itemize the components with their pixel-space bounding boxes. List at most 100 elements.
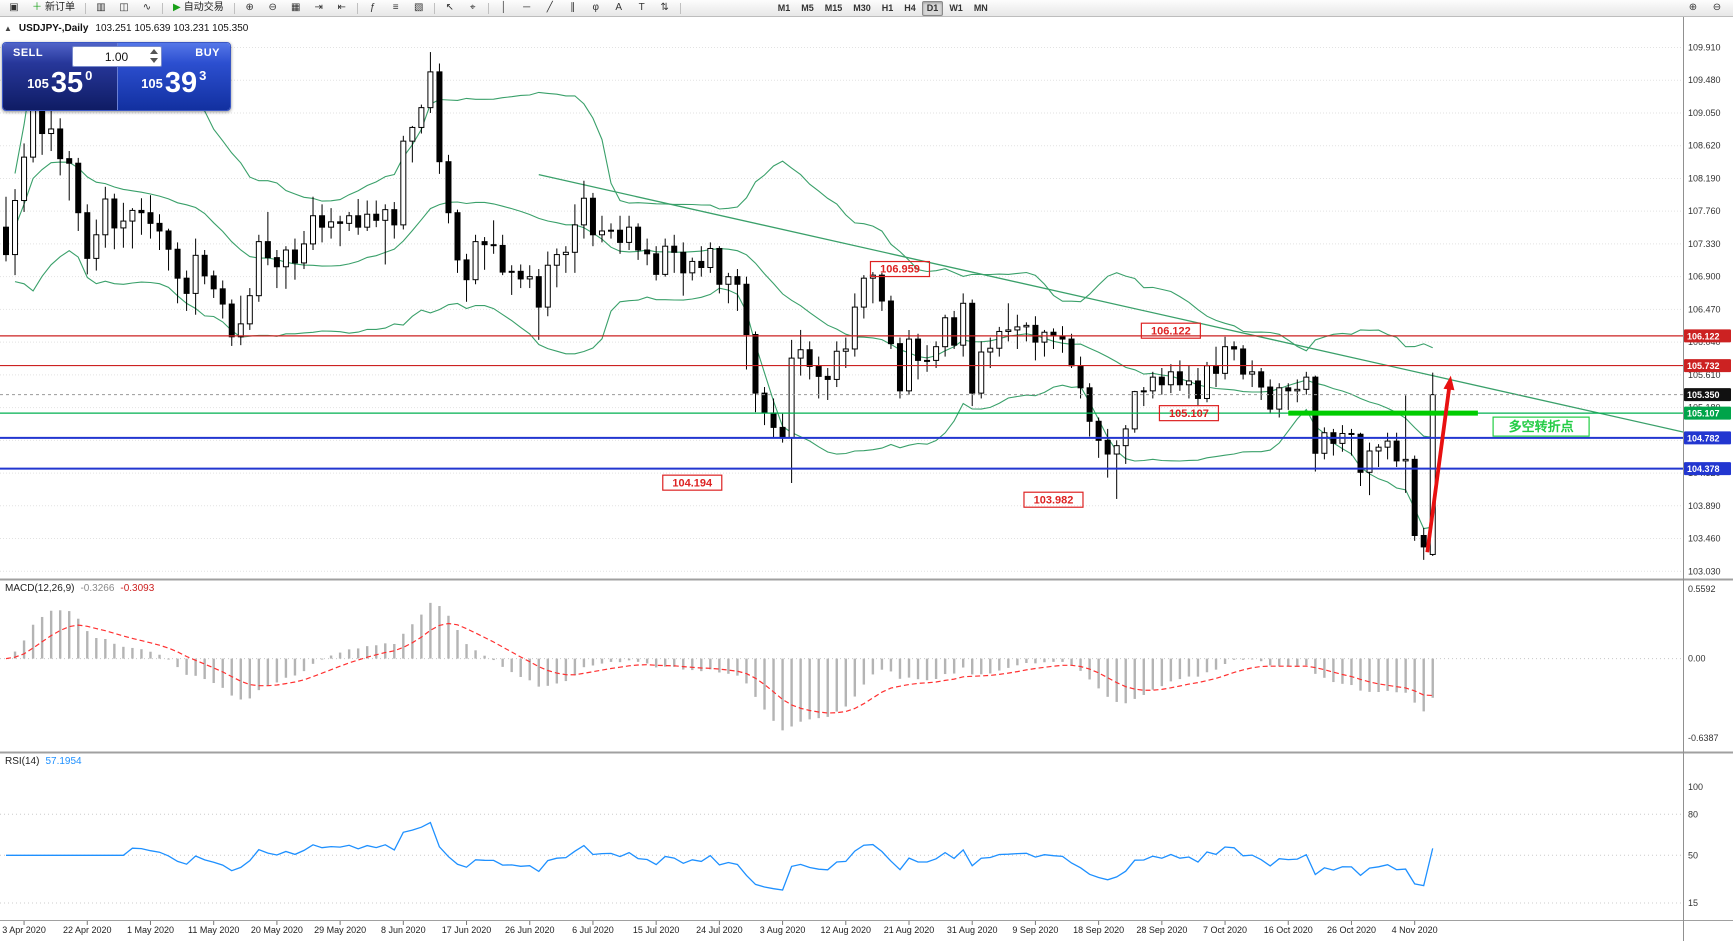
arrow-tools-icon[interactable]: ⇅ <box>654 0 676 16</box>
svg-text:109.910: 109.910 <box>1688 43 1721 53</box>
sell-price: 105 35 0 <box>27 66 93 99</box>
toolbar-separator <box>233 2 235 14</box>
timeframe-h4[interactable]: H4 <box>904 3 916 13</box>
price-label-106.959[interactable]: 106.959 <box>869 260 931 278</box>
one-click-trading-panel: SELL 105 35 0 BUY 105 39 3 1.00 <box>2 42 231 111</box>
svg-text:9 Sep 2020: 9 Sep 2020 <box>1012 925 1058 935</box>
volume-value: 1.00 <box>104 49 129 64</box>
svg-text:103.890: 103.890 <box>1688 501 1721 511</box>
arrow-tools-icon: ⇅ <box>660 2 669 13</box>
trendline-icon: ╱ <box>546 2 553 13</box>
auto-trading-button[interactable]: ▶ 自动交易 <box>167 0 230 16</box>
price-label-104.194[interactable]: 104.194 <box>662 474 723 491</box>
price-label-105.107[interactable]: 105.107 <box>1158 405 1220 422</box>
line-chart-icon: ∿ <box>142 2 152 13</box>
price-badge-105.732 <box>1684 359 1731 373</box>
indicators-icon[interactable]: ƒ <box>362 0 384 16</box>
svg-text:107.760: 107.760 <box>1688 206 1721 216</box>
horizontal-levels <box>0 335 1683 470</box>
volume-spinner[interactable] <box>149 49 159 63</box>
timeframe-m30[interactable]: M30 <box>853 3 871 13</box>
svg-text:3 Aug 2020: 3 Aug 2020 <box>760 925 806 935</box>
svg-text:108.620: 108.620 <box>1688 141 1721 151</box>
toolbar-separator <box>487 2 489 14</box>
turning-point-note[interactable]: 多空转折点 <box>1492 416 1590 437</box>
templates-icon[interactable]: ▧ <box>408 0 430 16</box>
svg-text:106.122: 106.122 <box>1151 325 1191 337</box>
fibonacci-icon[interactable]: φ <box>585 0 607 16</box>
price-label-106.122[interactable]: 106.122 <box>1140 322 1201 339</box>
svg-text:109.480: 109.480 <box>1688 75 1721 85</box>
auto-scroll-icon[interactable]: ⇥ <box>308 0 330 16</box>
cursor-icon: ↖ <box>445 2 454 13</box>
timeframe-h1[interactable]: H1 <box>881 3 894 13</box>
timeframe-mn[interactable]: MN <box>973 3 988 13</box>
svg-text:106.900: 106.900 <box>1688 272 1721 282</box>
svg-text:7 Oct 2020: 7 Oct 2020 <box>1203 925 1247 935</box>
one-click-collapse-icon[interactable]: ▲ <box>4 24 12 33</box>
svg-text:105.732: 105.732 <box>1687 361 1720 371</box>
toolbar-separator <box>433 2 435 14</box>
fibonacci-icon: φ <box>592 2 599 13</box>
up-arrow[interactable] <box>1425 375 1455 553</box>
price-badge-105.107 <box>1684 406 1731 420</box>
price-badge-104.782 <box>1684 431 1731 445</box>
channel-icon[interactable]: ∥ <box>562 0 584 16</box>
line-chart-icon[interactable]: ∿ <box>136 0 158 16</box>
timeframe-m5[interactable]: M5 <box>801 3 814 13</box>
chart-window-icon[interactable]: ▣ <box>3 0 25 16</box>
svg-text:26 Oct 2020: 26 Oct 2020 <box>1327 925 1376 935</box>
svg-text:103.460: 103.460 <box>1688 534 1721 544</box>
svg-text:29 May 2020: 29 May 2020 <box>314 925 366 935</box>
periods-icon[interactable]: ≡ <box>385 0 407 16</box>
svg-text:104.194: 104.194 <box>672 477 713 489</box>
timeframe-m15[interactable]: M15 <box>824 3 843 13</box>
sell-button[interactable]: SELL 105 35 0 <box>3 43 117 110</box>
new-order-button[interactable]: ＋新订单 <box>26 0 81 16</box>
timeframe-w1[interactable]: W1 <box>949 3 963 13</box>
rsi-level-lines <box>0 813 1683 904</box>
timeframe-buttons: M1 M5 M15 M30 H1 H4 D1 W1 MN <box>773 0 993 16</box>
bar-chart-icon[interactable]: ▥ <box>90 0 112 16</box>
svg-text:11 May 2020: 11 May 2020 <box>188 925 239 935</box>
text-icon: A <box>615 2 623 13</box>
svg-text:6 Jul 2020: 6 Jul 2020 <box>572 925 614 935</box>
svg-text:106.959: 106.959 <box>880 264 920 276</box>
tile-windows-icon[interactable]: ▦ <box>285 0 307 16</box>
vertical-line-icon[interactable]: │ <box>493 0 515 16</box>
text-icon[interactable]: A <box>608 0 630 16</box>
horizontal-line-icon: ─ <box>523 2 531 13</box>
zoom-in-icon: ⊕ <box>245 2 254 13</box>
cursor-icon[interactable]: ↖ <box>439 0 461 16</box>
horizontal-line-icon[interactable]: ─ <box>516 0 538 16</box>
label-icon[interactable]: T <box>631 0 653 16</box>
zoom-out-small-icon[interactable]: ⊖ <box>1712 2 1722 13</box>
sell-label: SELL <box>13 47 44 59</box>
price-label-103.982[interactable]: 103.982 <box>1023 491 1084 508</box>
svg-text:20 May 2020: 20 May 2020 <box>251 925 303 935</box>
volume-up-icon <box>149 49 158 54</box>
svg-text:50: 50 <box>1688 850 1698 860</box>
volume-input[interactable]: 1.00 <box>71 46 162 67</box>
svg-text:108.190: 108.190 <box>1688 173 1721 183</box>
zoom-in-small-icon[interactable]: ⊕ <box>1688 2 1698 13</box>
chart-ohlc-values: 103.251 105.639 103.231 105.350 <box>95 23 249 34</box>
chart-shift-icon[interactable]: ⇤ <box>331 0 353 16</box>
zoom-in-icon[interactable]: ⊕ <box>239 0 261 16</box>
crosshair-icon[interactable]: ⌖ <box>462 0 484 16</box>
timeframe-d1[interactable]: D1 <box>921 0 944 16</box>
svg-text:103.030: 103.030 <box>1688 566 1721 576</box>
timeframe-m1[interactable]: M1 <box>777 3 791 13</box>
chart-symbol-period: USDJPY-,Daily <box>18 23 89 34</box>
svg-text:1 May 2020: 1 May 2020 <box>127 925 174 935</box>
bar-chart-icon: ▥ <box>96 2 106 13</box>
candlestick-icon: ◫ <box>119 2 129 13</box>
descending-trendline[interactable] <box>538 174 1684 433</box>
zoom-out-icon[interactable]: ⊖ <box>262 0 284 16</box>
svg-text:80: 80 <box>1688 809 1698 819</box>
chart-window-icon: ▣ <box>9 2 19 13</box>
svg-text:0.00: 0.00 <box>1688 654 1706 664</box>
trendline-icon[interactable]: ╱ <box>539 0 561 16</box>
candlestick-icon[interactable]: ◫ <box>113 0 135 16</box>
